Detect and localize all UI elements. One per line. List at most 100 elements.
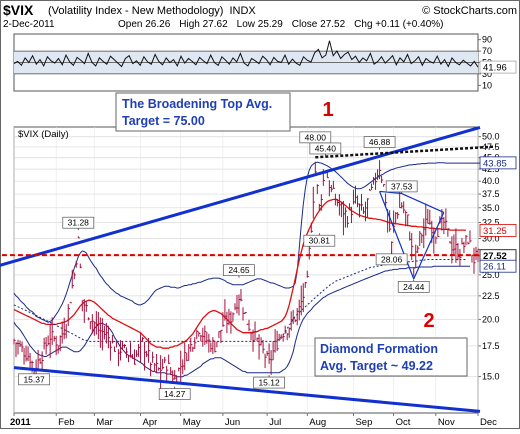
peak-label: 14.27	[164, 389, 186, 399]
diamond-line-1: Diamond Formation	[320, 342, 438, 356]
wave-label-one: 1	[322, 99, 333, 121]
upper-value-box	[479, 60, 517, 74]
annotation-broadening-top: The Broadening Top Avg. Target = 75.00	[115, 92, 291, 132]
right-value-label: 26.11	[483, 262, 506, 273]
x-tick-label-Jul: Jul	[269, 417, 281, 428]
price-tick-label-15: 15.0	[482, 372, 500, 382]
peak-box	[158, 388, 191, 400]
right-value-box	[479, 223, 517, 237]
price-tick-label-30: 30.0	[482, 234, 500, 244]
diamond-box	[314, 337, 468, 377]
diamond-right-upper	[401, 192, 445, 213]
price-panel-title: $VIX (Daily)	[18, 129, 69, 140]
peak-box	[18, 373, 50, 386]
broadening-top-line-1: The Broadening Top Avg.	[122, 97, 272, 111]
price-tick-label-37.5: 37.5	[482, 189, 500, 199]
price-bars	[13, 160, 480, 391]
price-tick-label-32.5: 32.5	[482, 218, 500, 228]
peak-label: 28.06	[381, 254, 403, 264]
price-tick-label-22.5: 22.5	[482, 291, 500, 301]
ohlc-high: High 27.62	[179, 19, 228, 30]
x-tick-label-Nov: Nov	[438, 417, 455, 428]
trendlines	[0, 125, 497, 413]
x-tick-label-Jun: Jun	[225, 417, 240, 428]
upper-indicator-line	[13, 40, 479, 68]
price-tick-label-25: 25.0	[482, 270, 500, 280]
black-top-dotted	[315, 145, 497, 159]
diamond-left-upper	[379, 190, 402, 195]
chart-header: $VIX (Volatility Index - New Methodology…	[3, 2, 517, 30]
ohlc-close: Close 27.52	[292, 19, 346, 30]
peak-label: 37.53	[391, 181, 413, 191]
price-tick-label-40: 40.0	[482, 176, 500, 186]
x-tick-label-Aug: Aug	[309, 417, 326, 428]
peak-box	[363, 136, 396, 148]
upper-value-label: 41.96	[483, 63, 507, 74]
wave-label-two: 2	[423, 310, 434, 332]
ohlc-chg: Chg +0.11 (+0.40%)	[354, 19, 443, 30]
lower-broadening-line	[13, 366, 481, 413]
upper-tick-label-70: 70	[482, 46, 492, 56]
diamond-right-lower	[413, 212, 445, 280]
peak-label: 24.65	[228, 265, 250, 275]
right-value-label: 31.25	[483, 226, 507, 237]
peak-label: 24.44	[403, 282, 425, 292]
peak-label: 31.28	[68, 218, 90, 228]
broadening-top-line	[0, 125, 481, 267]
x-tick-label-2011: 2011	[10, 417, 31, 428]
diamond-line-2: Avg. Target ~ 49.22	[320, 359, 433, 373]
peak-box	[223, 264, 255, 277]
ohlc-low: Low 25.29	[237, 19, 284, 30]
x-tick-label-May: May	[183, 417, 201, 428]
broadening-top-line-2: Target = 75.00	[122, 114, 205, 128]
price-tick-label-50: 50.0	[482, 132, 500, 142]
series-moving-average-long	[13, 259, 466, 342]
peak-box	[385, 180, 418, 193]
right-value-label: 43.85	[483, 158, 507, 169]
peak-box	[253, 376, 285, 389]
peak-label: 46.88	[369, 137, 391, 147]
right-value-label: 27.52	[483, 251, 507, 262]
header-ohlc: Open 26.26 High 27.62 Low 25.29 Close 27.52…	[118, 19, 444, 30]
price-tick-label-20: 20.0	[482, 314, 500, 324]
header-name: (Volatility Index - New Methodology) INDX	[48, 5, 256, 17]
upper-tick-label-90: 90	[482, 35, 492, 45]
x-tick-label-Sep: Sep	[355, 417, 372, 428]
series-moving-average	[13, 198, 466, 349]
price-tick-label-17.5: 17.5	[482, 341, 500, 351]
x-tick-label-Apr: Apr	[143, 417, 158, 428]
series-band-upper	[13, 161, 485, 323]
upper-indicator-panel: 103050709041.96	[13, 33, 517, 92]
right-value-box	[479, 259, 517, 273]
header-date: 2-Dec-2011	[3, 19, 55, 30]
header-name-text: (Volatility Index - New Methodology)	[48, 5, 223, 17]
price-panel: 15.017.520.022.525.027.530.032.535.037.5…	[0, 125, 517, 428]
peak-box	[309, 142, 342, 155]
x-tick-label-Mar: Mar	[96, 417, 112, 428]
peak-box	[62, 216, 95, 229]
annotation-diamond: Diamond Formation Avg. Target ~ 49.22	[314, 337, 468, 377]
broadening-top-box	[115, 92, 291, 132]
peak-label: 15.37	[23, 374, 45, 384]
upper-tick-label-10: 10	[482, 80, 492, 90]
header-brand: © StockCharts.com	[422, 5, 517, 17]
upper-tick-label-30: 30	[482, 69, 492, 79]
peak-box	[375, 253, 408, 266]
peak-label: 30.81	[309, 236, 331, 246]
ohlc-open: Open 26.26	[118, 19, 171, 30]
x-tick-label-Dec: Dec	[480, 417, 497, 428]
header-symbol: $VIX	[3, 2, 34, 18]
x-tick-label-Oct: Oct	[396, 417, 411, 428]
series-band-lower	[13, 265, 471, 378]
header-exchange: INDX	[229, 5, 256, 17]
price-tick-label-35: 35.0	[482, 203, 500, 213]
peak-label: 15.12	[258, 378, 280, 388]
peak-box	[303, 234, 336, 247]
diamond-left-lower	[379, 191, 415, 280]
peak-label: 45.40	[315, 143, 337, 153]
x-tick-label-Feb: Feb	[58, 417, 74, 428]
peak-label: 48.00	[305, 132, 327, 142]
peak-box	[397, 281, 430, 293]
